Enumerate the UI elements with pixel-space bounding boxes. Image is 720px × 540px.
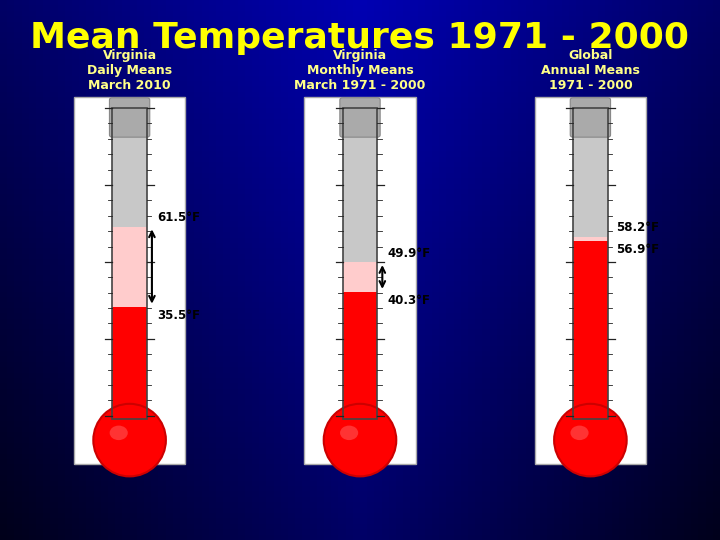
Ellipse shape bbox=[94, 404, 166, 476]
Bar bbox=[343, 108, 377, 416]
Ellipse shape bbox=[554, 404, 626, 476]
Bar bbox=[343, 262, 377, 416]
Bar bbox=[573, 108, 608, 418]
Ellipse shape bbox=[570, 426, 588, 440]
Text: Virginia
Monthly Means
March 1971 - 2000: Virginia Monthly Means March 1971 - 2000 bbox=[294, 49, 426, 92]
Text: 56.9°F: 56.9°F bbox=[616, 244, 660, 256]
Bar bbox=[573, 237, 608, 416]
Bar bbox=[534, 97, 647, 464]
Text: 35.5°F: 35.5°F bbox=[157, 309, 200, 322]
Text: 40.3°F: 40.3°F bbox=[387, 294, 431, 307]
Text: Mean Temperatures 1971 - 2000: Mean Temperatures 1971 - 2000 bbox=[30, 21, 690, 55]
Bar bbox=[573, 108, 608, 416]
Ellipse shape bbox=[324, 404, 396, 476]
Bar bbox=[73, 97, 186, 464]
Text: 58.2°F: 58.2°F bbox=[616, 221, 660, 234]
Bar bbox=[343, 413, 377, 440]
Bar bbox=[343, 108, 377, 418]
Bar bbox=[573, 413, 608, 440]
Text: Global
Annual Means
1971 - 2000: Global Annual Means 1971 - 2000 bbox=[541, 49, 640, 92]
Bar bbox=[343, 292, 377, 416]
Bar bbox=[112, 413, 147, 440]
Bar bbox=[573, 241, 608, 416]
FancyBboxPatch shape bbox=[570, 98, 611, 137]
Ellipse shape bbox=[340, 426, 358, 440]
Bar bbox=[112, 307, 147, 416]
Text: 61.5°F: 61.5°F bbox=[157, 211, 200, 224]
Ellipse shape bbox=[109, 426, 127, 440]
Text: Virginia
Daily Means
March 2010: Virginia Daily Means March 2010 bbox=[87, 49, 172, 92]
FancyBboxPatch shape bbox=[109, 98, 150, 137]
Bar bbox=[304, 97, 416, 464]
FancyBboxPatch shape bbox=[340, 98, 380, 137]
Bar bbox=[112, 108, 147, 416]
Bar bbox=[112, 108, 147, 418]
Bar bbox=[112, 226, 147, 416]
Text: 49.9°F: 49.9°F bbox=[387, 246, 431, 260]
